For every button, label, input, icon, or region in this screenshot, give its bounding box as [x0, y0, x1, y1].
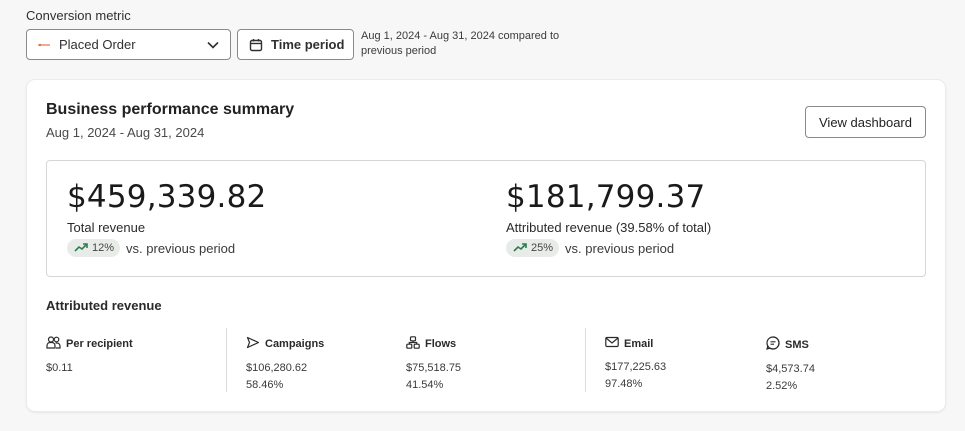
calendar-icon: [249, 38, 263, 52]
campaigns-stat: Campaigns $106,280.62 58.46%: [246, 336, 324, 391]
total-revenue-trend: 12% vs. previous period: [67, 239, 235, 257]
conversion-metric-select[interactable]: Placed Order: [26, 29, 231, 60]
total-revenue-label: Total revenue: [67, 220, 146, 235]
flows-label: Flows: [425, 338, 457, 350]
period-comparison-text: Aug 1, 2024 - Aug 31, 2024 compared to p…: [361, 30, 560, 57]
campaigns-value: $106,280.62: [246, 362, 308, 374]
attributed-revenue-change: 25%: [531, 242, 554, 254]
sms-percent: 2.52%: [766, 380, 798, 392]
attributed-revenue-label: Attributed revenue (39.58% of total): [506, 220, 712, 235]
conversion-metric-value: Placed Order: [59, 37, 136, 52]
sms-value: $4,573.74: [766, 363, 815, 375]
users-icon: [46, 336, 61, 352]
attributed-revenue-trend: 25% vs. previous period: [506, 239, 674, 257]
trend-up-icon: [513, 242, 527, 255]
campaigns-percent: 58.46%: [246, 379, 284, 391]
per-recipient-stat: Per recipient $0.11: [46, 336, 133, 374]
flows-stat: Flows $75,518.75 41.54%: [406, 336, 461, 391]
attributed-revenue-change-badge: 25%: [506, 239, 560, 257]
business-performance-card: Business performance summary Aug 1, 2024…: [27, 80, 945, 411]
flow-icon: [406, 336, 420, 352]
mail-icon: [605, 336, 619, 351]
divider: [585, 328, 586, 392]
email-value: $177,225.63: [605, 361, 667, 373]
sms-label: SMS: [785, 338, 809, 351]
total-revenue-change: 12%: [92, 242, 115, 254]
send-icon: [246, 336, 260, 352]
email-label: Email: [624, 337, 654, 350]
email-stat: Email $177,225.63 97.48%: [605, 336, 666, 390]
attributed-revenue-title: Attributed revenue: [46, 298, 162, 313]
chevron-down-icon: [206, 38, 220, 55]
attributed-revenue-value: $181,799.37: [506, 179, 706, 215]
time-period-label: Time period: [271, 37, 345, 52]
total-revenue-change-suffix: vs. previous period: [126, 240, 236, 256]
dash-icon: [37, 42, 51, 48]
revenue-summary-box: $459,339.82 Total revenue 12% vs. previo…: [46, 160, 926, 277]
divider: [226, 328, 227, 392]
conversion-metric-label: Conversion metric: [26, 8, 131, 23]
trend-up-icon: [74, 242, 88, 255]
card-title: Business performance summary: [46, 101, 295, 118]
campaigns-label: Campaigns: [265, 338, 325, 350]
per-recipient-value: $0.11: [46, 362, 73, 374]
time-period-button[interactable]: Time period: [237, 29, 354, 60]
card-date-range: Aug 1, 2024 - Aug 31, 2024: [46, 125, 205, 140]
flows-percent: 41.54%: [406, 379, 444, 391]
flows-value: $75,518.75: [406, 362, 462, 374]
view-dashboard-button[interactable]: View dashboard: [805, 106, 926, 138]
sms-stat: SMS $4,573.74 2.52%: [766, 336, 815, 392]
per-recipient-label: Per recipient: [66, 338, 133, 350]
sms-icon: [766, 336, 780, 353]
total-revenue-change-badge: 12%: [67, 239, 121, 257]
email-percent: 97.48%: [605, 378, 643, 390]
total-revenue-value: $459,339.82: [67, 179, 267, 215]
attributed-revenue-change-suffix: vs. previous period: [565, 240, 675, 256]
